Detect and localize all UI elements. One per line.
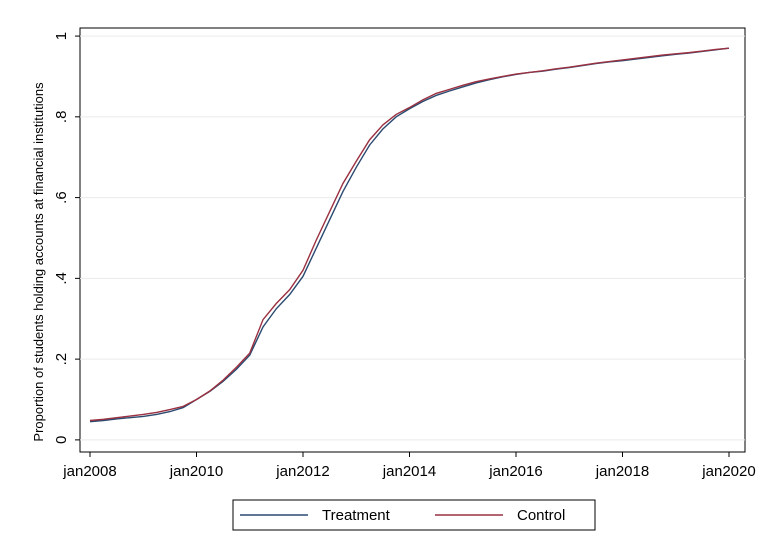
plot-frame	[79, 27, 746, 453]
y-tick-label: .8	[53, 111, 70, 124]
x-tick-label: jan2008	[62, 463, 116, 480]
y-axis-label: Proportion of students holding accounts …	[31, 82, 46, 442]
x-tick-label: jan2016	[488, 463, 542, 480]
x-tick-label: jan2020	[701, 463, 755, 480]
y-tick-label: .6	[53, 191, 70, 204]
series-line	[89, 47, 730, 422]
legend-label: Treatment	[322, 507, 391, 524]
y-tick-label: 0	[53, 436, 70, 444]
x-tick-label: jan2018	[595, 463, 649, 480]
y-tick-label: .2	[53, 353, 70, 366]
x-tick-label: jan2010	[169, 463, 223, 480]
series-line	[89, 47, 730, 423]
y-tick-label: 1	[53, 32, 70, 40]
legend-label: Control	[517, 507, 565, 524]
x-tick-label: jan2012	[275, 463, 329, 480]
x-tick-label: jan2014	[382, 463, 436, 480]
y-tick-label: .4	[53, 272, 70, 285]
